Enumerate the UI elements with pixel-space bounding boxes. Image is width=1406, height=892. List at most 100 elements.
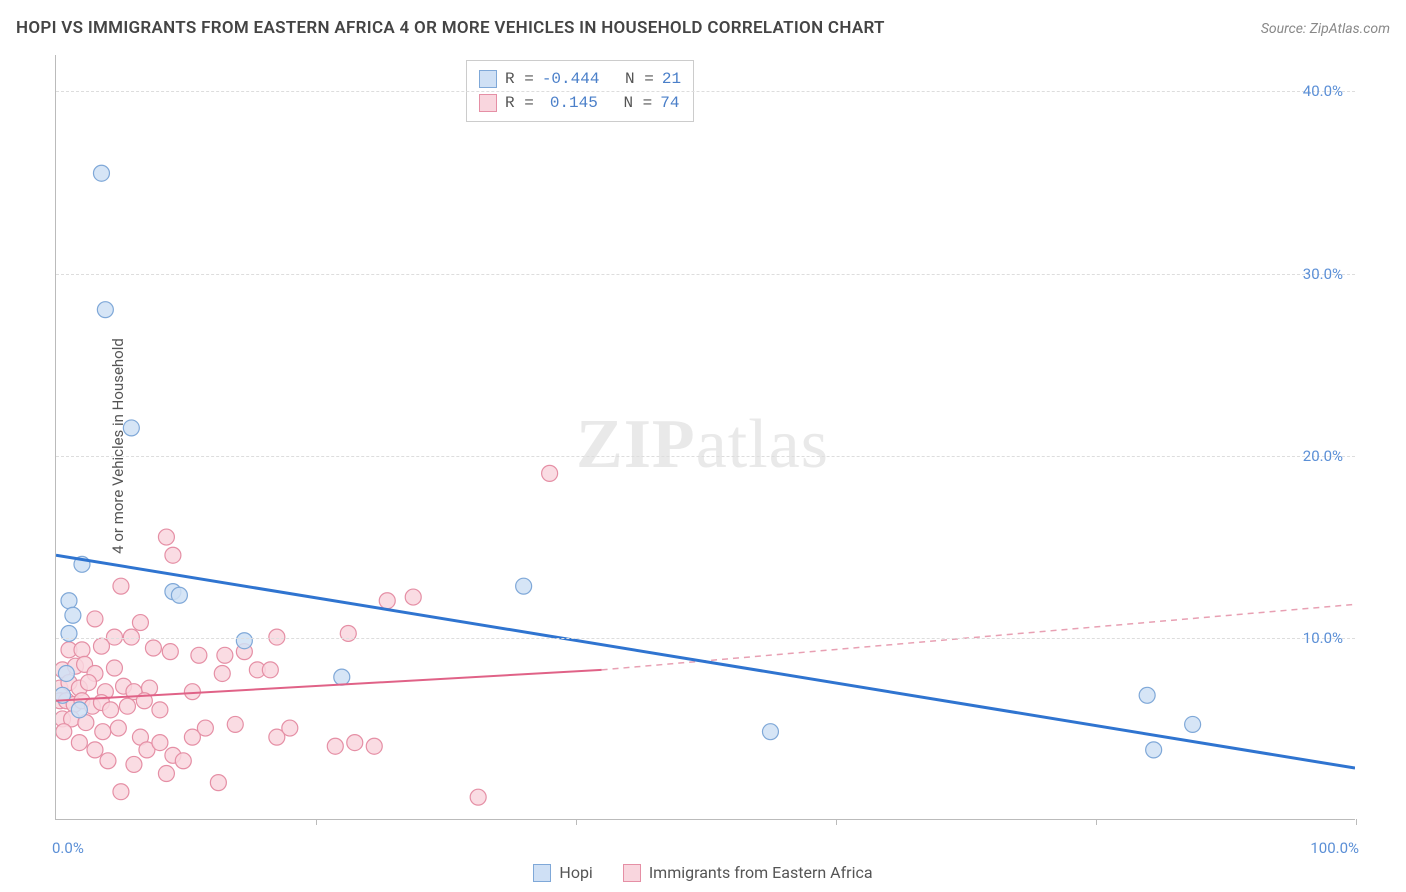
scatter-point bbox=[347, 735, 363, 751]
scatter-point bbox=[58, 693, 74, 709]
stats-row-hopi: R = -0.444 N = 21 bbox=[479, 67, 681, 91]
scatter-point bbox=[269, 729, 285, 745]
scatter-point bbox=[165, 747, 181, 763]
scatter-point bbox=[262, 662, 278, 678]
scatter-point bbox=[282, 720, 298, 736]
scatter-point bbox=[762, 724, 778, 740]
scatter-point bbox=[227, 716, 243, 732]
scatter-point bbox=[249, 662, 265, 678]
scatter-point bbox=[214, 665, 230, 681]
xtick bbox=[1356, 819, 1357, 825]
scatter-point bbox=[64, 711, 80, 727]
scatter-point bbox=[152, 735, 168, 751]
legend-label-hopi: Hopi bbox=[559, 863, 592, 882]
scatter-point bbox=[77, 656, 93, 672]
scatter-point bbox=[217, 647, 233, 663]
watermark-zip: ZIP bbox=[576, 406, 696, 483]
scatter-point bbox=[334, 669, 350, 685]
scatter-point bbox=[1139, 687, 1155, 703]
scatter-point bbox=[71, 735, 87, 751]
scatter-point bbox=[470, 789, 486, 805]
scatter-point bbox=[74, 642, 90, 658]
r-value-immigrants: 0.145 bbox=[542, 91, 598, 115]
scatter-point bbox=[142, 680, 158, 696]
scatter-point bbox=[327, 738, 343, 754]
legend-label-immigrants: Immigrants from Eastern Africa bbox=[649, 863, 873, 882]
xtick bbox=[576, 819, 577, 825]
scatter-point bbox=[1146, 742, 1162, 758]
scatter-point bbox=[236, 644, 252, 660]
scatter-point bbox=[162, 644, 178, 660]
legend-swatch-immigrants bbox=[623, 864, 641, 882]
x-min-label: 0.0% bbox=[52, 839, 84, 857]
scatter-point bbox=[56, 693, 68, 709]
ytick-label: 30.0% bbox=[1303, 265, 1343, 283]
scatter-point bbox=[123, 420, 139, 436]
scatter-point bbox=[78, 715, 94, 731]
scatter-point bbox=[61, 642, 77, 658]
scatter-point bbox=[171, 587, 187, 603]
scatter-point bbox=[97, 302, 113, 318]
scatter-point bbox=[1185, 716, 1201, 732]
gridline bbox=[56, 91, 1355, 92]
scatter-point bbox=[93, 638, 109, 654]
xtick bbox=[836, 819, 837, 825]
gridline bbox=[56, 274, 1355, 275]
swatch-immigrants bbox=[479, 94, 497, 112]
scatter-point bbox=[103, 702, 119, 718]
scatter-point bbox=[158, 529, 174, 545]
scatter-point bbox=[184, 684, 200, 700]
scatter-point bbox=[71, 680, 87, 696]
scatter-point bbox=[58, 665, 74, 681]
scatter-point bbox=[56, 687, 70, 703]
scatter-point bbox=[110, 720, 126, 736]
scatter-point bbox=[175, 753, 191, 769]
scatter-point bbox=[165, 584, 181, 600]
legend-item-hopi: Hopi bbox=[533, 863, 592, 882]
scatter-point bbox=[56, 662, 70, 678]
scatter-point bbox=[366, 738, 382, 754]
scatter-point bbox=[136, 693, 152, 709]
gridline bbox=[56, 638, 1355, 639]
scatter-point bbox=[100, 753, 116, 769]
scatter-point bbox=[113, 578, 129, 594]
scatter-point bbox=[66, 696, 82, 712]
scatter-point bbox=[113, 784, 129, 800]
ytick-label: 20.0% bbox=[1303, 447, 1343, 465]
trend-line-immigrants bbox=[56, 670, 602, 701]
watermark-logo: ZIPatlas bbox=[576, 405, 829, 485]
scatter-point bbox=[126, 684, 142, 700]
scatter-point bbox=[87, 665, 103, 681]
scatter-point bbox=[71, 702, 87, 718]
scatter-point bbox=[184, 729, 200, 745]
scatter-point bbox=[67, 658, 83, 674]
scatter-point bbox=[139, 742, 155, 758]
scatter-point bbox=[56, 711, 70, 727]
scatter-point bbox=[87, 742, 103, 758]
legend: Hopi Immigrants from Eastern Africa bbox=[0, 863, 1406, 882]
legend-item-immigrants: Immigrants from Eastern Africa bbox=[623, 863, 873, 882]
scatter-point bbox=[56, 724, 72, 740]
scatter-point bbox=[191, 647, 207, 663]
scatter-point bbox=[197, 720, 213, 736]
scatter-point bbox=[132, 729, 148, 745]
scatter-point bbox=[210, 775, 226, 791]
scatter-point bbox=[158, 766, 174, 782]
scatter-point bbox=[87, 611, 103, 627]
chart-title: HOPI VS IMMIGRANTS FROM EASTERN AFRICA 4… bbox=[16, 18, 885, 38]
gridline bbox=[56, 456, 1355, 457]
scatter-point bbox=[95, 724, 111, 740]
scatter-point bbox=[80, 675, 96, 691]
scatter-point bbox=[126, 756, 142, 772]
x-max-label: 100.0% bbox=[1310, 839, 1359, 857]
n-label: N = bbox=[625, 67, 654, 91]
scatter-point bbox=[405, 589, 421, 605]
scatter-point bbox=[165, 547, 181, 563]
chart-svg bbox=[56, 55, 1355, 819]
scatter-point bbox=[65, 607, 81, 623]
scatter-point bbox=[74, 693, 90, 709]
r-label: R = bbox=[505, 91, 534, 115]
scatter-point bbox=[145, 640, 161, 656]
xtick bbox=[1096, 819, 1097, 825]
r-value-hopi: -0.444 bbox=[542, 67, 600, 91]
